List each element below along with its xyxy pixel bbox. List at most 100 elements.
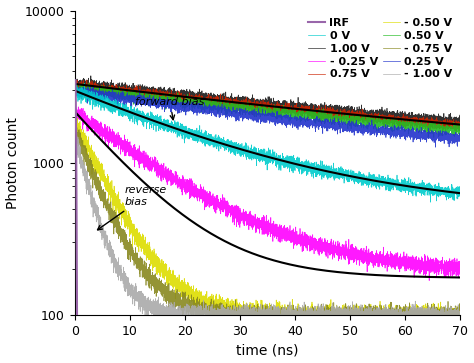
- 0.50 V: [219, 108, 225, 112]
- - 0.50 V: [210, 317, 216, 321]
- 0 V: [389, 182, 395, 187]
- 0.50 V: [142, 97, 148, 101]
- - 0.25 V: [323, 240, 328, 245]
- 1.00 V: [360, 113, 365, 118]
- 0.25 V: [323, 124, 328, 129]
- Line: - 0.50 V: - 0.50 V: [75, 117, 460, 319]
- 0 V: [360, 179, 365, 183]
- 0.75 V: [84, 78, 90, 82]
- 0.25 V: [360, 129, 365, 133]
- Text: forward bias: forward bias: [135, 97, 205, 120]
- Line: 0.25 V: 0.25 V: [75, 87, 460, 147]
- 0 V: [82, 81, 87, 86]
- - 1.00 V: [457, 317, 463, 321]
- - 0.25 V: [360, 259, 365, 263]
- 0.75 V: [360, 115, 365, 120]
- 0.75 V: [303, 104, 309, 109]
- 0.75 V: [142, 94, 148, 99]
- Y-axis label: Photon count: Photon count: [6, 117, 19, 209]
- Line: - 0.25 V: - 0.25 V: [75, 107, 460, 281]
- - 0.50 V: [389, 313, 395, 317]
- - 1.00 V: [142, 307, 148, 312]
- 0.50 V: [389, 123, 395, 128]
- 0 V: [457, 191, 463, 195]
- X-axis label: time (ns): time (ns): [237, 343, 299, 358]
- - 1.00 V: [155, 317, 161, 321]
- 1.00 V: [72, 80, 78, 84]
- - 1.00 V: [323, 317, 328, 321]
- 0.50 V: [86, 81, 92, 85]
- - 1.00 V: [219, 314, 225, 318]
- Line: 0.50 V: 0.50 V: [75, 83, 460, 138]
- - 0.50 V: [360, 313, 365, 317]
- 0.50 V: [323, 118, 328, 122]
- Line: - 0.75 V: - 0.75 V: [75, 121, 460, 319]
- Line: 0 V: 0 V: [75, 83, 460, 202]
- - 0.75 V: [457, 311, 463, 316]
- 0 V: [428, 200, 433, 204]
- 1.00 V: [142, 83, 148, 88]
- - 0.75 V: [198, 317, 203, 321]
- - 0.50 V: [72, 114, 78, 119]
- - 0.25 V: [142, 162, 148, 167]
- 1.00 V: [323, 106, 328, 110]
- - 1.00 V: [73, 128, 78, 132]
- 0.25 V: [432, 145, 438, 149]
- - 0.75 V: [389, 309, 395, 313]
- 0 V: [219, 142, 225, 146]
- 0.25 V: [142, 99, 148, 104]
- 0.75 V: [440, 134, 446, 138]
- 0.75 V: [323, 117, 328, 121]
- - 0.25 V: [389, 256, 395, 260]
- - 0.75 V: [360, 317, 365, 321]
- 0.25 V: [389, 127, 395, 131]
- 0 V: [323, 164, 328, 169]
- 0 V: [142, 114, 148, 118]
- - 0.25 V: [303, 238, 309, 242]
- 0.25 V: [303, 117, 309, 122]
- Line: IRF: IRF: [75, 80, 460, 363]
- - 0.75 V: [303, 311, 309, 315]
- 0.75 V: [389, 116, 395, 121]
- 0.75 V: [457, 122, 463, 127]
- - 0.50 V: [323, 307, 328, 311]
- 0.50 V: [457, 129, 463, 133]
- 1.00 V: [88, 74, 94, 78]
- 0.50 V: [303, 117, 309, 121]
- - 0.50 V: [219, 306, 225, 310]
- 0 V: [72, 87, 78, 92]
- IRF: [72, 101, 78, 105]
- - 0.25 V: [426, 278, 432, 283]
- - 0.75 V: [142, 269, 148, 273]
- - 0.75 V: [72, 122, 78, 126]
- Line: 0.75 V: 0.75 V: [75, 80, 460, 136]
- - 0.25 V: [75, 105, 81, 109]
- - 0.25 V: [457, 267, 463, 271]
- Line: 1.00 V: 1.00 V: [75, 76, 460, 129]
- - 0.75 V: [219, 307, 225, 311]
- 0.50 V: [72, 88, 78, 93]
- 1.00 V: [303, 106, 309, 110]
- - 1.00 V: [389, 316, 395, 320]
- - 0.75 V: [323, 311, 328, 315]
- - 0.50 V: [72, 128, 78, 132]
- - 1.00 V: [360, 317, 365, 321]
- IRF: [73, 78, 78, 82]
- 1.00 V: [441, 127, 447, 131]
- - 0.50 V: [457, 316, 463, 321]
- 0.25 V: [219, 112, 225, 116]
- - 1.00 V: [303, 317, 309, 321]
- - 0.75 V: [72, 119, 78, 123]
- 0.25 V: [457, 141, 463, 145]
- 0.75 V: [72, 85, 78, 89]
- 0 V: [303, 160, 309, 165]
- 0.75 V: [219, 97, 225, 102]
- 1.00 V: [389, 116, 395, 120]
- 0.25 V: [72, 89, 78, 94]
- Line: - 1.00 V: - 1.00 V: [75, 130, 460, 319]
- 0.50 V: [360, 119, 365, 124]
- Text: reverse
bias: reverse bias: [98, 185, 166, 230]
- 1.00 V: [219, 91, 225, 96]
- 0.25 V: [88, 85, 93, 89]
- - 1.00 V: [72, 136, 78, 140]
